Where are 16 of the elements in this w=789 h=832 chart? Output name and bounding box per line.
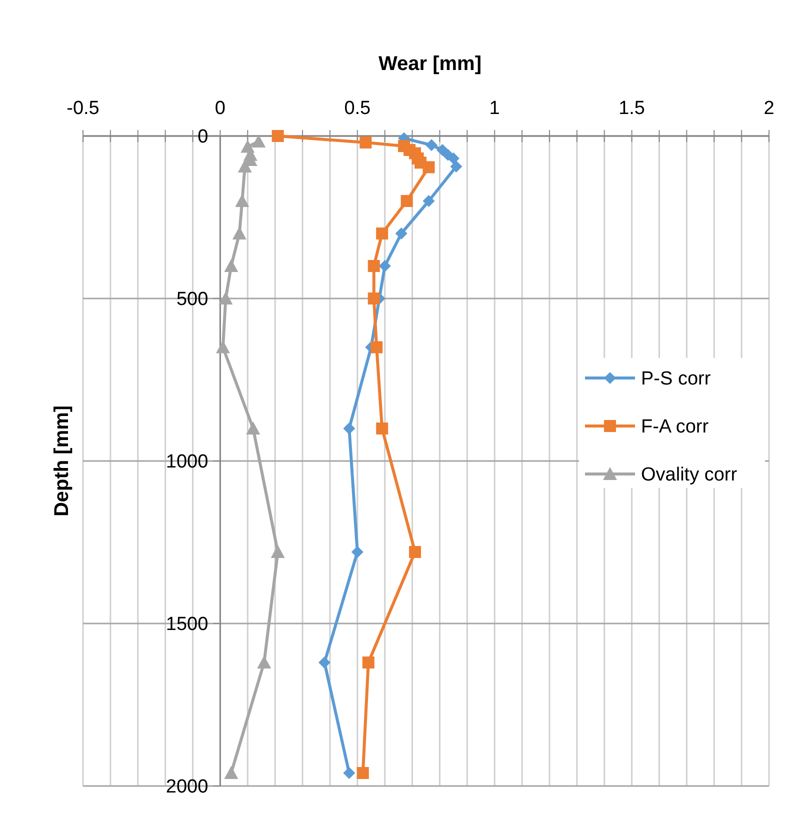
x-tick-label: 0 xyxy=(214,98,226,119)
x-tick-label: -0.5 xyxy=(66,98,100,119)
y-tick-label: 500 xyxy=(176,289,208,310)
x-tick-label: 1.5 xyxy=(618,98,646,119)
legend-label: P-S corr xyxy=(641,368,712,390)
x-tick-label: 2 xyxy=(764,98,774,119)
y-axis-title: Depth [mm] xyxy=(51,405,73,517)
y-tick-label: 2000 xyxy=(166,776,208,798)
legend-label: F-A corr xyxy=(641,416,710,438)
y-tick-label: 1500 xyxy=(166,614,208,636)
x-axis-title: Wear [mm] xyxy=(378,53,482,75)
x-tick-label: 1 xyxy=(489,98,500,119)
legend-label: Ovality corr xyxy=(641,464,738,486)
y-tick-label: 1000 xyxy=(166,452,208,473)
y-tick-label: 0 xyxy=(198,126,208,148)
x-tick-label: 0.5 xyxy=(344,98,371,119)
